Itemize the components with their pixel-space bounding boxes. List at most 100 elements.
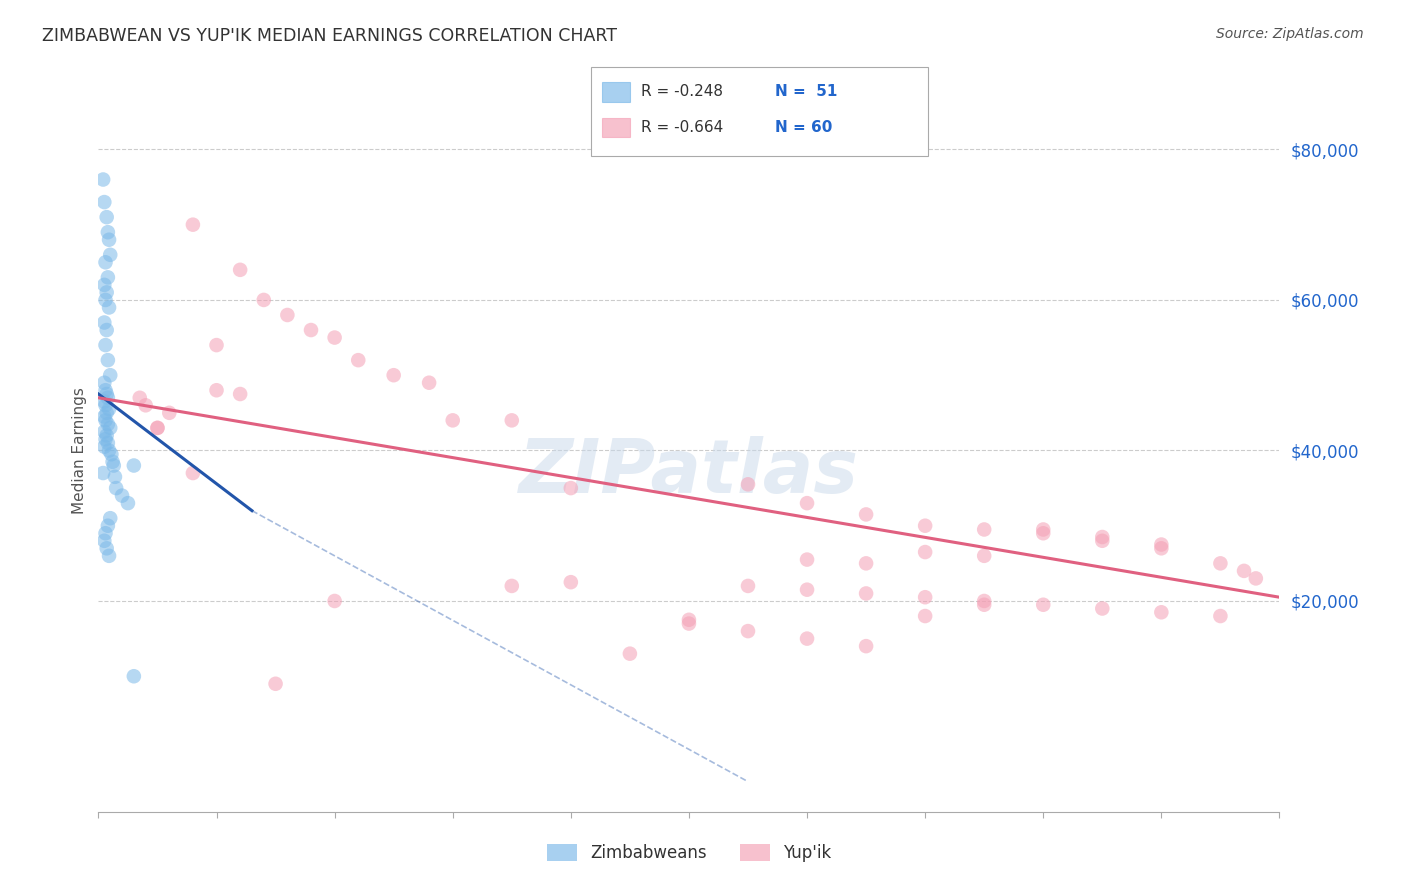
Point (97, 417, 120, 431)
Point (299, 323, 322, 337)
Point (97, 436, 120, 450)
Point (146, 421, 169, 435)
Text: N = 60: N = 60 (775, 120, 832, 135)
Point (97, 225, 120, 239)
Point (101, 455, 124, 469)
Point (96, 323, 118, 337)
Point (96, 285, 118, 300)
Point (1032, 523, 1054, 537)
Point (796, 632, 818, 646)
Point (855, 508, 877, 522)
Point (560, 481, 582, 495)
Point (98, 301, 121, 315)
Point (128, 391, 150, 405)
Point (1091, 533, 1114, 548)
Point (93, 533, 115, 548)
Point (96, 406, 118, 420)
Point (796, 582, 818, 597)
Point (1150, 537, 1173, 551)
Point (94, 384, 117, 398)
Point (104, 470, 127, 484)
Point (1150, 605, 1173, 619)
Point (973, 523, 995, 537)
Point (796, 552, 818, 566)
Point (111, 489, 134, 503)
Point (96, 210, 118, 224)
Point (122, 669, 145, 683)
Point (146, 421, 169, 435)
Point (855, 586, 877, 600)
Point (737, 579, 759, 593)
Point (501, 579, 523, 593)
Point (347, 353, 370, 368)
Legend: Zimbabweans, Yup'ik: Zimbabweans, Yup'ik (540, 837, 838, 869)
Point (229, 262, 252, 277)
Point (1091, 601, 1114, 615)
Text: R = -0.664: R = -0.664 (641, 120, 723, 135)
Point (97, 353, 120, 368)
Point (105, 481, 128, 495)
Point (855, 639, 877, 653)
Text: ZIMBABWEAN VS YUP'IK MEDIAN EARNINGS CORRELATION CHART: ZIMBABWEAN VS YUP'IK MEDIAN EARNINGS COR… (42, 27, 617, 45)
Point (97, 270, 120, 285)
Point (441, 413, 464, 427)
Point (205, 338, 228, 352)
Y-axis label: Median Earnings: Median Earnings (72, 387, 87, 514)
Point (619, 647, 641, 661)
Point (914, 545, 936, 559)
Point (737, 624, 759, 639)
Point (93, 376, 115, 390)
Point (323, 330, 346, 344)
Point (1032, 598, 1054, 612)
Point (973, 598, 995, 612)
Point (796, 496, 818, 510)
Text: N =  51: N = 51 (775, 85, 837, 99)
Point (181, 218, 204, 232)
Point (229, 387, 252, 401)
Point (94, 526, 117, 541)
Point (93, 409, 115, 424)
Point (253, 293, 276, 307)
Point (914, 591, 936, 605)
Point (98, 421, 121, 435)
Point (914, 518, 936, 533)
Point (97, 391, 120, 405)
Point (93, 316, 115, 330)
Point (501, 413, 523, 427)
Text: ZIPatlas: ZIPatlas (519, 435, 859, 508)
Point (1209, 557, 1232, 571)
Point (678, 613, 700, 627)
Point (97, 518, 120, 533)
Point (181, 466, 204, 480)
Point (98, 248, 121, 262)
Point (93, 195, 115, 210)
Point (973, 549, 995, 563)
Point (205, 384, 228, 398)
Point (91, 172, 114, 186)
Point (93, 277, 115, 292)
Point (94, 432, 117, 446)
Point (1091, 530, 1114, 544)
Point (157, 406, 180, 420)
Point (94, 255, 117, 269)
Point (98, 511, 121, 525)
Point (1233, 564, 1256, 578)
Point (276, 308, 298, 322)
Point (264, 677, 287, 691)
Point (103, 458, 125, 473)
Point (1150, 541, 1173, 556)
Point (93, 394, 115, 409)
Point (93, 440, 115, 454)
Point (323, 594, 346, 608)
Point (98, 233, 121, 247)
Point (93, 425, 115, 439)
Point (737, 477, 759, 491)
Point (94, 413, 117, 427)
Point (678, 616, 700, 631)
Point (94, 293, 117, 307)
Point (117, 496, 139, 510)
Text: Source: ZipAtlas.com: Source: ZipAtlas.com (1216, 27, 1364, 41)
Point (98, 549, 121, 563)
Point (96, 387, 118, 401)
Point (96, 541, 118, 556)
